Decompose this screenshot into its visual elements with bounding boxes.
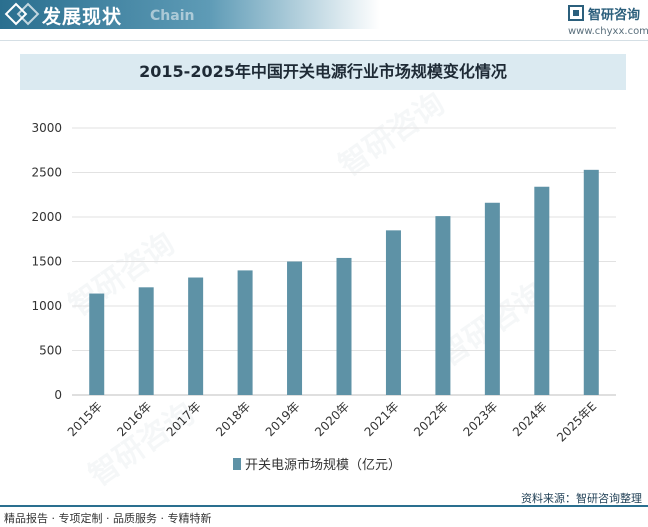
- x-tick-label: 2021年: [362, 399, 402, 439]
- source-note: 资料来源：智研咨询整理: [521, 492, 642, 505]
- bar[interactable]: [435, 216, 451, 395]
- bar[interactable]: [287, 261, 303, 396]
- bar[interactable]: [188, 277, 204, 395]
- chart-title: 2015-2025年中国开关电源行业市场规模变化情况: [139, 62, 507, 81]
- x-axis: 2015年 2016年 2017年 2018年 2019年 2020年 2021年 2022年…: [65, 399, 600, 444]
- y-tick-label: 1000: [31, 299, 62, 313]
- x-tick-label: 2023年: [461, 399, 501, 439]
- x-tick-label: 2019年: [263, 399, 303, 439]
- brand-logo-icon: [568, 5, 584, 21]
- legend-swatch: [233, 458, 241, 470]
- x-tick-label: 2016年: [114, 399, 154, 439]
- x-tick-label: 2022年: [411, 399, 451, 439]
- y-tick-label: 0: [54, 388, 62, 402]
- x-tick-label: 2015年: [65, 399, 105, 439]
- x-tick-label: 2025年E: [554, 399, 599, 444]
- footer-divider: [0, 505, 648, 507]
- x-tick-label: 2017年: [164, 399, 204, 439]
- header-banner: 发展现状 Chain: [0, 0, 380, 29]
- bar[interactable]: [484, 202, 500, 395]
- legend: 开关电源市场规模（亿元）: [233, 457, 401, 473]
- bar[interactable]: [534, 186, 550, 395]
- section-subtitle: Chain: [150, 8, 195, 24]
- section-title: 发展现状: [42, 6, 123, 28]
- y-tick-label: 2500: [31, 166, 62, 180]
- bar-chart: 0 500 1000 1500 2000 2500 3000 2015年 2016年 2017年…: [31, 121, 616, 473]
- legend-label: 开关电源市场规模（亿元）: [245, 457, 401, 473]
- brand-url[interactable]: www.chyxx.com: [568, 26, 648, 37]
- header: 发展现状 Chain 智研咨询 www.chyxx.com: [0, 0, 648, 41]
- bar[interactable]: [237, 270, 253, 395]
- y-tick-label: 2000: [31, 210, 62, 224]
- brand-name: 智研咨询: [588, 8, 641, 23]
- chart-title-band: 2015-2025年中国开关电源行业市场规模变化情况: [20, 54, 626, 90]
- y-tick-label: 1500: [31, 255, 62, 269]
- bar[interactable]: [138, 287, 154, 395]
- bar[interactable]: [385, 230, 401, 395]
- bar[interactable]: [89, 293, 105, 395]
- y-axis: 0 500 1000 1500 2000 2500 3000: [31, 121, 62, 402]
- x-tick-label: 2018年: [213, 399, 253, 439]
- x-tick-label: 2024年: [510, 399, 550, 439]
- bar[interactable]: [336, 257, 352, 395]
- x-tick-label: 2020年: [312, 399, 352, 439]
- y-tick-label: 500: [39, 344, 62, 358]
- header-divider: [0, 40, 648, 41]
- y-tick-label: 3000: [31, 121, 62, 135]
- footer-tags: 精品报告 · 专项定制 · 品质服务 · 专精特新: [4, 512, 212, 525]
- bars: [89, 169, 599, 396]
- bar[interactable]: [583, 169, 599, 395]
